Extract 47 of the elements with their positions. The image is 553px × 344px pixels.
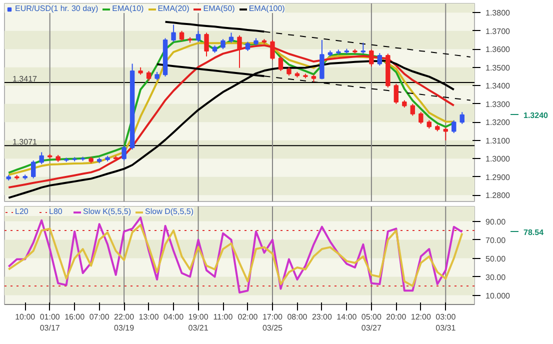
y-tick-label: 1.3200 [486,118,511,128]
y-tick-label: 1.3400 [486,82,511,91]
x-tick-label: 22:00 03/19 [114,312,135,332]
x-tick-label: 12:00 [410,312,432,322]
x-tick-label: 02:00 [238,312,258,322]
y-tick-label: 1.3700 [486,26,511,36]
y-tick-label: 30.00 [486,272,506,282]
x-tick-label: 13:00 [138,312,160,322]
y-tick-label: 1.2800 [486,191,511,200]
x-tick-label: 17:00 03/25 [262,312,284,332]
x-tick-label: 08:00 [287,312,308,322]
legend-label: EMA(10) [112,4,144,13]
y-tick-label: 1.2900 [486,172,511,182]
legend-label: L20 [15,207,30,216]
y-tick-label: 90.00 [486,217,506,226]
x-tick-label: 05:00 03/27 [361,312,382,332]
x-tick-label: 04:00 [164,312,184,322]
y-tick-label: 1.3100 [486,136,511,146]
x-tick-label: 19:00 03/21 [188,312,209,332]
y-tick-label: 10.000 [486,291,511,300]
legend-label: Slow D(5,5,5) [145,207,194,216]
legend-label: L80 [49,207,64,216]
legend-label: EMA(100) [248,4,285,13]
y-tick-label: 70.00 [486,236,506,245]
x-tick-label: 20:00 [386,312,407,322]
text: 1.3240 [524,110,549,120]
y-tick-label: 1.3300 [486,100,511,109]
y-tick-label: 1.3600 [486,45,511,54]
x-tick-label: 07:00 [89,312,110,322]
y-tick-label: 1.3500 [486,63,511,72]
text: 78.54 [524,228,544,237]
x-tick-label: 03:00 03/31 [436,312,456,332]
legend-label: EMA(20) [158,4,190,13]
ref-line-label: 1.3071 [12,138,38,147]
x-tick-label: 23:00 [312,312,333,322]
legend-label: EUR/USD(1 hr. 30 day) [15,4,98,13]
x-tick-label: 01:00 03/17 [40,312,60,332]
legend-label: Slow K(5,5,5) [83,207,132,216]
x-tick-label: 10:00 [15,312,36,322]
legend-label: EMA(50) [203,4,235,13]
y-tick-label: 50.00 [486,254,506,264]
x-tick-label: 11:00 [213,312,234,322]
y-tick-label: 1.3000 [486,154,511,164]
y-tick-label: 1.3800 [486,8,511,18]
ref-line-label: 1.3417 [12,74,38,84]
x-tick-label: 14:00 [336,312,358,322]
x-tick-label: 16:00 [64,312,86,322]
